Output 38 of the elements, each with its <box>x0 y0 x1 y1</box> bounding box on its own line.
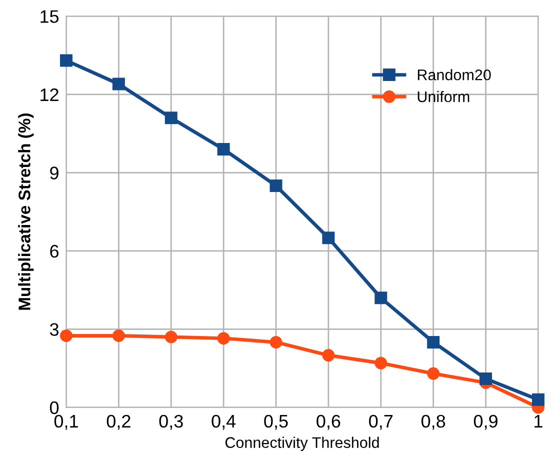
point <box>164 330 178 344</box>
y-tick-label: 12 <box>40 88 58 101</box>
point <box>60 54 72 67</box>
x-tick-label: 0,6 <box>316 414 340 430</box>
point <box>60 329 72 342</box>
point <box>374 292 388 304</box>
x-tick-label: 0,7 <box>369 414 393 430</box>
x-tick-label: 0,2 <box>106 414 130 430</box>
point <box>217 142 230 156</box>
point <box>480 372 492 385</box>
x-tick-label: 1 <box>534 415 542 428</box>
point <box>427 367 440 380</box>
y-tick-label: 3 <box>50 323 59 336</box>
legend-label: Uniform <box>418 90 470 102</box>
point <box>112 78 125 90</box>
x-tick-label: 0,8 <box>421 414 446 430</box>
y-tick-label: 9 <box>50 166 58 180</box>
point <box>112 329 125 342</box>
y-tick-label: 0 <box>50 401 59 414</box>
point <box>270 179 282 192</box>
x-tick-label: 0,1 <box>54 414 78 430</box>
x-tick-label: 0,3 <box>159 414 183 430</box>
y-tick-label: 6 <box>50 244 59 258</box>
point <box>322 232 335 244</box>
x-tick-label: 0,5 <box>264 414 288 430</box>
x-tick-label: 0,4 <box>212 414 236 430</box>
legend-label: Random20 <box>418 69 491 80</box>
y-axis-title: Multiplicative Stretch (%) <box>18 114 34 310</box>
point <box>374 356 388 370</box>
y-tick-label: 15 <box>40 10 59 23</box>
x-tick-label: 0,9 <box>474 414 498 430</box>
point <box>322 349 335 362</box>
point <box>217 332 230 345</box>
point <box>270 336 282 348</box>
point <box>532 393 544 406</box>
point <box>164 112 178 124</box>
x-axis-title: Connectivity Threshold <box>225 436 379 452</box>
point <box>427 336 440 348</box>
